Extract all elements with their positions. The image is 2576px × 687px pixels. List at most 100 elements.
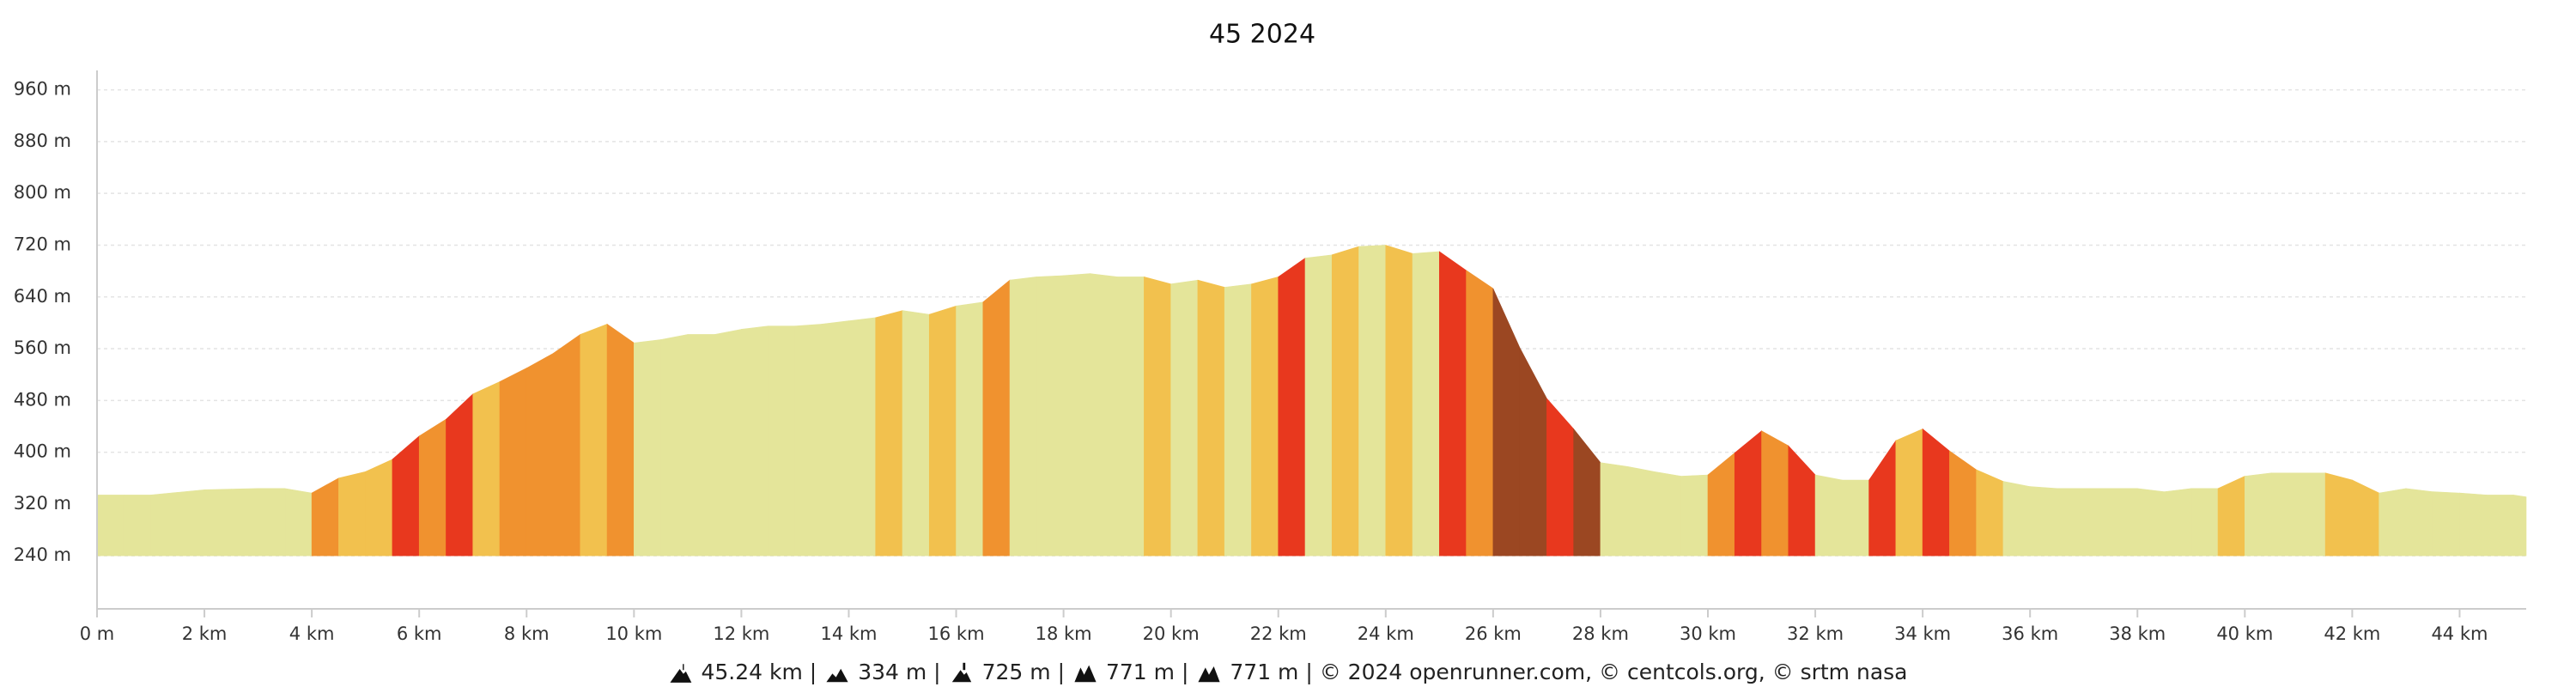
area-segment [580, 323, 608, 556]
x-tick-label: 14 km [820, 623, 877, 644]
area-segment [1680, 474, 1709, 556]
area-segment [2271, 472, 2300, 556]
area-segment [741, 325, 769, 556]
area-segment [875, 310, 903, 556]
area-segment [660, 334, 689, 556]
x-tick-label: 30 km [1680, 623, 1736, 644]
max-icon [1074, 665, 1097, 682]
x-tick-label: 10 km [605, 623, 662, 644]
footer-item: 725 m | [981, 660, 1065, 684]
area-segment [956, 301, 984, 556]
area-segment [2405, 488, 2433, 556]
area-segment [2486, 495, 2514, 556]
area-segment [1331, 246, 1359, 556]
area-segment [1358, 245, 1387, 556]
y-tick-label: 320 m [14, 493, 71, 514]
area-segment [284, 488, 313, 556]
area-segment [714, 329, 742, 556]
area-segment [1654, 471, 1682, 556]
area-segment [1573, 428, 1601, 556]
area-segment [258, 488, 286, 556]
area-segment [2029, 486, 2057, 556]
area-segment [2110, 488, 2138, 556]
x-tick-label: 6 km [397, 623, 442, 644]
area-segment [2190, 488, 2219, 556]
area-segment [2057, 488, 2085, 556]
area-segment [177, 489, 205, 556]
area-segment [499, 368, 527, 556]
area-segment [1949, 450, 1977, 556]
x-tick-label: 28 km [1572, 623, 1629, 644]
area-segment [231, 488, 258, 556]
area-segment [2379, 488, 2407, 556]
area-segment [418, 418, 447, 556]
area-segment [1466, 270, 1494, 556]
area-segment [1009, 277, 1037, 556]
area-segment [1922, 428, 1950, 556]
area-segment [1842, 479, 1869, 556]
area-segment [2324, 472, 2353, 556]
x-tick-label: 42 km [2324, 623, 2380, 644]
x-tick-label: 44 km [2431, 623, 2488, 644]
x-tick-label: 8 km [504, 623, 550, 644]
area-segment [2083, 488, 2111, 556]
area-segment [1626, 465, 1655, 556]
area-segment [526, 352, 554, 556]
x-tick-label: 24 km [1358, 623, 1414, 644]
area-segment [1251, 277, 1279, 556]
area-segment [1170, 279, 1199, 556]
area-segment [2459, 492, 2488, 556]
area-segment [2512, 495, 2527, 556]
footer-item: 771 m | [1106, 660, 1189, 684]
area-segment [2002, 481, 2031, 556]
area-segment [1868, 440, 1897, 556]
area-segment [1814, 474, 1843, 556]
area-segment [553, 333, 581, 556]
area-segment [982, 279, 1011, 556]
area-segment [2164, 488, 2192, 556]
area-segment [150, 492, 179, 556]
footer-item: 45.24 km | [701, 660, 817, 684]
y-tick-label: 960 m [14, 79, 71, 100]
min-icon [951, 662, 971, 682]
distance-icon [669, 663, 691, 683]
x-tick-label: 4 km [289, 623, 335, 644]
area-segment [634, 339, 661, 556]
area-segment [392, 435, 420, 556]
chart: 45 2024 240 m 320 m 400 m 480 m 560 m 640 m 72… [14, 20, 2527, 644]
area-segment [123, 495, 151, 556]
footer-item: 334 m | [858, 660, 941, 684]
y-tick-label: 800 m [14, 182, 71, 203]
y-tick-label: 640 m [14, 286, 71, 307]
area-segment [1519, 348, 1547, 556]
x-tick-label: 38 km [2109, 623, 2166, 644]
area-segment [848, 317, 877, 556]
area-segment [1976, 469, 2004, 556]
area-segment [1546, 398, 1574, 556]
area-segment [1144, 277, 1171, 556]
area-segment [1116, 277, 1145, 556]
climb-icon [826, 668, 848, 682]
peak-icon [1198, 666, 1220, 682]
area-segment [768, 325, 796, 556]
area-segment [2136, 488, 2165, 556]
area-segment [1788, 445, 1816, 556]
y-tick-label: 240 m [14, 544, 71, 565]
x-tick-label: 22 km [1250, 623, 1307, 644]
area-segment [1734, 430, 1762, 556]
area-segment [1304, 254, 1333, 556]
area-segment [1036, 275, 1064, 556]
area-segment [2432, 491, 2460, 556]
area-segment [1224, 283, 1252, 556]
x-tick-label: 34 km [1894, 623, 1951, 644]
area-segment [794, 324, 823, 556]
x-tick-label: 32 km [1787, 623, 1844, 644]
area-segment [928, 305, 957, 556]
x-tick-label: 20 km [1143, 623, 1200, 644]
area-segment [1197, 279, 1225, 556]
x-tick-label: 12 km [713, 623, 769, 644]
area-segment [338, 471, 366, 556]
area-segment [204, 489, 232, 556]
y-tick-label: 400 m [14, 441, 71, 462]
